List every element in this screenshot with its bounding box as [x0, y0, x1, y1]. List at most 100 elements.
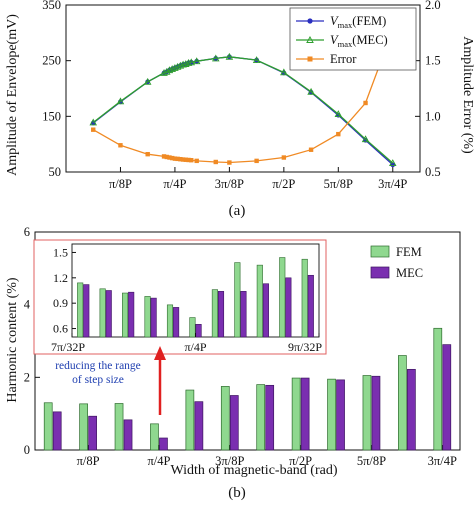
a-data-point: [227, 160, 232, 165]
inset-y-tick-label: 1.5: [53, 245, 68, 259]
panel-b-inset: 0.6 0.9 1.2 1.5 7π/32P π/4P 9π/32P: [33, 239, 327, 355]
a-data-point: [363, 100, 368, 106]
a-data-point: [184, 58, 193, 66]
b-bar-mec: [229, 395, 239, 451]
a-data-point: [118, 143, 123, 148]
panel-b-caption: (b): [228, 485, 246, 501]
inset-bar-mec: [150, 297, 157, 338]
inset-bar-mec: [262, 283, 269, 338]
inset-bar-fem: [211, 289, 218, 338]
inset-bar-fem: [77, 282, 84, 338]
a-data-point: [389, 159, 397, 167]
b-y-tick-label: 6: [24, 225, 30, 239]
b-bar-fem: [185, 389, 195, 451]
b-x-tick-label: π/8P: [77, 454, 100, 468]
a-data-point: [334, 110, 343, 118]
b-y-tick-label: 4: [24, 298, 31, 312]
inset-bar-fem: [166, 304, 174, 338]
panel-b-y-axis-label: Harmonic content (%): [5, 277, 20, 403]
a-data-point: [254, 158, 259, 164]
a-data-point: [164, 154, 169, 160]
inset-bar-mec: [240, 291, 247, 338]
a-data-point: [160, 68, 168, 76]
panel-b-legend: FEM MEC: [370, 245, 423, 280]
b-bar-mec: [442, 344, 452, 451]
a-x-tick-label: 5π/8P: [324, 177, 353, 191]
b-y-tick-label: 2: [24, 370, 30, 384]
a-data-point: [171, 63, 179, 71]
a-data-point: [116, 97, 125, 105]
a-x-tick-label: 3π/4P: [378, 177, 407, 191]
inset-x-tick-label: π/4P: [184, 340, 206, 354]
a-right-tick-label: 1.5: [425, 54, 441, 68]
panel-a-right-axis: 0.5 1.0 1.5 2.0: [415, 0, 441, 179]
a-data-point: [165, 66, 174, 74]
panel-b-bars: [43, 327, 452, 451]
b-bar-fem: [291, 377, 301, 451]
b-x-tick-label: 5π/8P: [357, 454, 386, 468]
a-left-tick-label: 250: [42, 54, 61, 68]
panel-a-x-axis: π/8P π/4P 3π/8P π/2P 5π/8P 3π/4P: [109, 167, 407, 191]
a-data-point: [189, 157, 194, 163]
b-bar-fem: [79, 403, 88, 451]
a-legend-label: Vmax(FEM): [330, 14, 386, 30]
b-bar-mec: [52, 411, 62, 451]
panel-a-plot-frame: [65, 4, 421, 173]
b-bar-fem: [398, 355, 407, 451]
inset-bar-fem: [189, 317, 196, 338]
a-data-point: [178, 156, 183, 162]
a-data-point: [167, 155, 172, 160]
inset-bar-fem: [234, 262, 241, 338]
a-data-point: [194, 158, 199, 164]
b-bar-fem: [150, 423, 159, 451]
inset-bar-fem: [122, 292, 129, 338]
a-data-point: [91, 127, 96, 132]
panel-a-series: [89, 27, 397, 168]
b-bar-mec: [159, 437, 168, 451]
a-data-point: [172, 156, 178, 161]
b-x-tick-label: π/2P: [289, 454, 312, 468]
a-left-tick-label: 350: [42, 0, 61, 12]
a-data-point: [175, 156, 180, 162]
b-bar-fem: [43, 402, 53, 451]
a-legend-label: Vmax(MEC): [330, 33, 388, 49]
a-data-point: [180, 157, 186, 162]
a-data-point: [307, 87, 315, 95]
inset-bar-fem: [256, 264, 263, 338]
a-series-line-1: [92, 56, 394, 166]
b-legend-swatch-mec: [370, 266, 390, 279]
a-data-point: [361, 135, 370, 143]
a-x-tick-label: π/4P: [163, 177, 186, 191]
panel-b-x-axis-label: Width of magnetic-band (rad): [171, 463, 338, 478]
a-data-point: [161, 154, 167, 159]
annotation-arrowhead: [154, 346, 166, 360]
b-legend-swatch-fem: [370, 245, 390, 258]
b-bar-mec: [407, 368, 416, 451]
panel-a-left-axis-label: Amplitude of Envelope(mV): [5, 14, 20, 176]
inset-bar-mec: [285, 277, 292, 338]
a-legend-label: Error: [330, 52, 357, 66]
a-right-tick-label: 2.0: [425, 0, 441, 12]
b-bar-fem: [433, 327, 443, 451]
panel-a-caption: (a): [229, 203, 246, 219]
a-data-point: [213, 159, 218, 165]
inset-bar-fem: [144, 296, 151, 338]
a-data-point: [170, 155, 175, 161]
inset-bar-mec: [173, 307, 180, 338]
a-data-point: [212, 54, 220, 62]
a-data-point: [89, 118, 97, 126]
b-bar-fem: [327, 378, 336, 451]
a-data-point: [176, 61, 185, 69]
inset-bar-fem: [99, 288, 106, 338]
b-bar-mec: [265, 384, 275, 451]
b-bar-fem: [362, 375, 372, 451]
inset-y-tick-label: 0.6: [53, 322, 68, 336]
b-x-tick-label: 3π/4P: [428, 454, 457, 468]
a-data-point: [186, 157, 191, 163]
a-data-point: [192, 57, 201, 65]
annotation-line-1: reducing the range: [55, 360, 141, 372]
annotation-line-2: of step size: [72, 374, 124, 386]
b-bar-fem: [220, 386, 230, 451]
a-x-tick-label: π/8P: [109, 177, 132, 191]
